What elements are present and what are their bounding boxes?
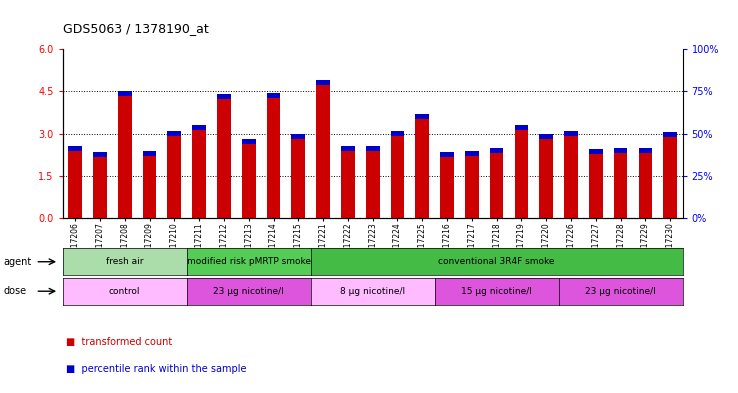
Bar: [614, 148, 627, 218]
Text: ■  percentile rank within the sample: ■ percentile rank within the sample: [66, 364, 247, 375]
Text: conventional 3R4F smoke: conventional 3R4F smoke: [438, 257, 555, 266]
Bar: [142, 151, 156, 218]
Bar: [193, 125, 206, 130]
Bar: [589, 149, 603, 218]
Text: 23 μg nicotine/l: 23 μg nicotine/l: [585, 287, 656, 296]
Text: agent: agent: [4, 257, 32, 267]
Bar: [242, 139, 255, 144]
Bar: [366, 146, 379, 151]
Bar: [168, 131, 181, 136]
Bar: [490, 148, 503, 153]
Bar: [638, 148, 652, 153]
Bar: [217, 94, 231, 99]
Bar: [69, 146, 82, 218]
Bar: [539, 134, 553, 218]
Bar: [93, 152, 107, 157]
Bar: [118, 91, 131, 96]
Bar: [565, 131, 578, 136]
Bar: [317, 80, 330, 85]
Bar: [465, 151, 479, 156]
Bar: [614, 148, 627, 153]
Bar: [93, 152, 107, 218]
Bar: [663, 132, 677, 218]
Text: 15 μg nicotine/l: 15 μg nicotine/l: [461, 287, 532, 296]
Text: 8 μg nicotine/l: 8 μg nicotine/l: [340, 287, 405, 296]
Bar: [142, 151, 156, 156]
Bar: [168, 131, 181, 218]
Bar: [441, 152, 454, 157]
Text: modified risk pMRTP smoke: modified risk pMRTP smoke: [187, 257, 311, 266]
Bar: [539, 134, 553, 139]
Text: GDS5063 / 1378190_at: GDS5063 / 1378190_at: [63, 22, 208, 35]
Bar: [663, 132, 677, 137]
Text: control: control: [109, 287, 140, 296]
Text: dose: dose: [4, 286, 27, 296]
Bar: [118, 91, 131, 218]
Bar: [638, 148, 652, 218]
Bar: [341, 146, 355, 151]
Bar: [415, 114, 429, 218]
Bar: [415, 114, 429, 119]
Bar: [490, 148, 503, 218]
Bar: [514, 125, 528, 130]
Bar: [292, 134, 305, 218]
Bar: [390, 131, 404, 136]
Bar: [292, 134, 305, 139]
Bar: [242, 139, 255, 218]
Bar: [193, 125, 206, 218]
Bar: [366, 146, 379, 218]
Bar: [589, 149, 603, 154]
Text: fresh air: fresh air: [106, 257, 143, 266]
Bar: [217, 94, 231, 218]
Bar: [514, 125, 528, 218]
Bar: [341, 146, 355, 218]
Text: ■  transformed count: ■ transformed count: [66, 337, 173, 347]
Bar: [390, 131, 404, 218]
Bar: [565, 131, 578, 218]
Bar: [266, 93, 280, 218]
Bar: [317, 80, 330, 218]
Bar: [465, 151, 479, 218]
Text: 23 μg nicotine/l: 23 μg nicotine/l: [213, 287, 284, 296]
Bar: [441, 152, 454, 218]
Bar: [266, 93, 280, 98]
Bar: [69, 146, 82, 151]
